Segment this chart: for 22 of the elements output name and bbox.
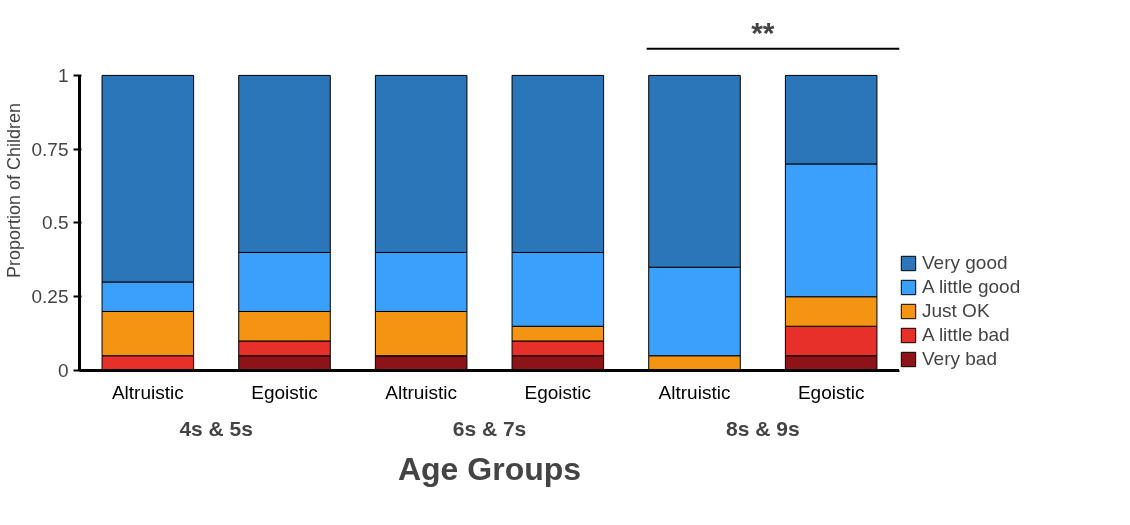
x-tick-label: Altruistic (111, 381, 184, 403)
x-axis-title: Age Groups (397, 450, 582, 487)
y-tick-label: 1 (57, 64, 69, 86)
y-tick-label: 0.75 (31, 138, 69, 160)
text: 4s & 5s (179, 416, 253, 440)
x-tick-label: Egoistic (797, 381, 865, 403)
legend-label: A little good (922, 276, 1021, 298)
x-tick-label: Egoistic (251, 381, 318, 403)
y-tick-label: 0.25 (31, 286, 69, 308)
legend-label: A little bad (922, 324, 1010, 346)
x-tick-label: Altruistic (658, 381, 731, 403)
y-axis-title: Proportion of Children (3, 102, 24, 279)
text: 6s & 7s (452, 416, 527, 440)
y-tick-label: 0.5 (42, 212, 69, 234)
text: 8s & 9s (726, 416, 800, 440)
x-tick-label: Altruistic (385, 381, 458, 403)
legend-label: Just OK (922, 300, 990, 322)
legend-label: Very bad (922, 348, 997, 370)
x-tick-label: Egoistic (524, 381, 592, 403)
legend-label: Very good (922, 252, 1008, 274)
y-tick-label: 0 (57, 360, 69, 381)
text: ** (751, 15, 775, 49)
